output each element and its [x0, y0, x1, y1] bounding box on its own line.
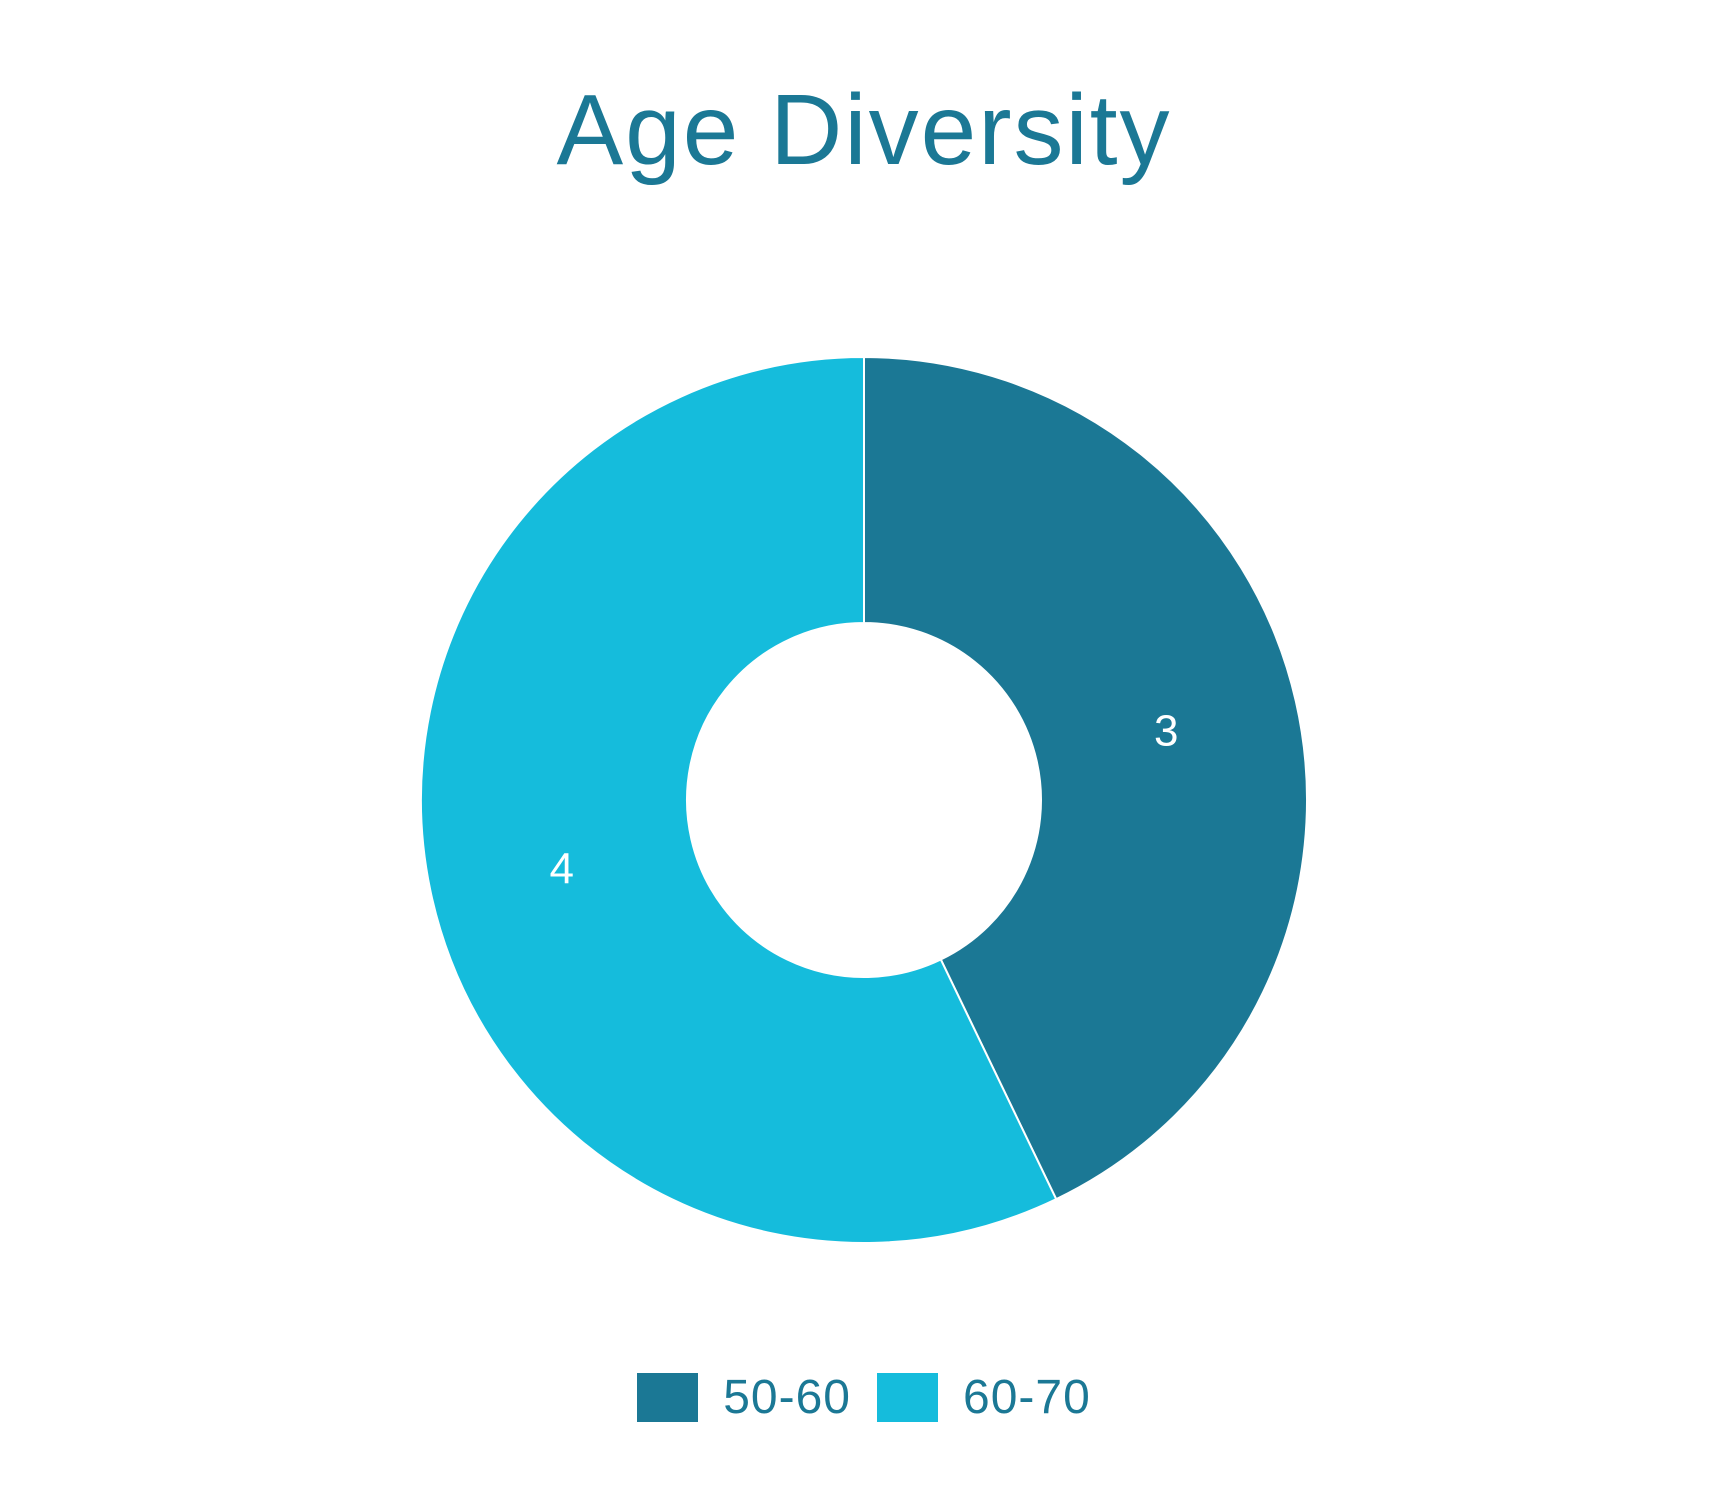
legend-swatch-50-60	[637, 1373, 699, 1422]
donut-slice-50-60	[863, 355, 1308, 1201]
data-label-60-70: 4	[550, 844, 574, 893]
data-label-50-60: 3	[1154, 707, 1178, 756]
chart-title: Age Diversity	[556, 74, 1172, 186]
legend-item-50-60: 50-60	[637, 1370, 851, 1425]
legend-label-60-70: 60-70	[963, 1371, 1091, 1424]
legend-item-60-70: 60-70	[877, 1370, 1091, 1425]
chart-legend: 50-60 60-70	[0, 1370, 1728, 1425]
donut-slice-60-70	[420, 355, 1058, 1244]
legend-label-50-60: 50-60	[723, 1371, 851, 1424]
legend-swatch-60-70	[877, 1373, 938, 1422]
